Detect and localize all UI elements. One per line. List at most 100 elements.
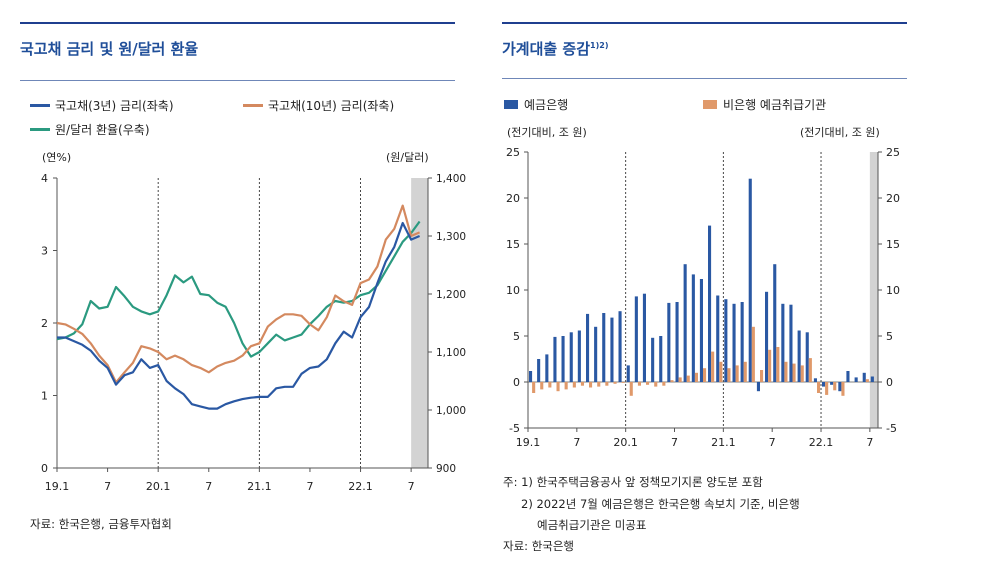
bar-bank [862,372,866,382]
bar-bank [634,296,638,382]
legend-swatch-10y [243,104,263,107]
bar-nonbank [751,326,755,382]
bar-nonbank [580,382,584,386]
left-axis-unit: (연%) [42,151,72,164]
y-left-tick-label: 10 [506,284,520,297]
y-right-tick-label: 1,100 [436,347,466,359]
right-chart-title: 가계대출 증감1)2) [502,38,608,59]
y-right-tick-label: 1,300 [436,231,466,243]
x-tick-label: 19.1 [516,436,541,449]
bar-bank [830,382,834,385]
bar-nonbank [605,382,609,386]
bar-bank [561,336,565,382]
right-axis-unit: (원/달러) [386,151,429,164]
x-tick-label: 20.1 [146,480,171,493]
bar-bank [602,313,606,382]
bar-bank [846,371,850,382]
bar-nonbank [589,382,593,388]
x-tick-label: 22.1 [348,480,373,493]
bar-nonbank [629,382,633,396]
bar-bank [699,279,703,382]
household-loan-bar-chart: -5 -5 0 0 5 5 10 10 15 15 20 20 25 25 19.1 7 20.1 7 21.1 7 2… [506,146,900,449]
series-line-fx [56,220,421,358]
bar-nonbank [776,347,780,382]
bar-bank [569,332,573,382]
bar-nonbank [808,358,812,382]
right-chart-title-sup: 1)2) [590,41,609,50]
legend-swatch-nonbank [703,100,717,109]
bar-nonbank [556,382,560,392]
bar-bank [586,313,590,382]
bar-bank [822,382,826,387]
y-right-tick-label: 1,200 [436,289,466,301]
legend-item-bank: 예금은행 [504,96,568,113]
y-right-tick-label: 0 [886,376,893,389]
bar-nonbank [800,365,804,382]
y-left-tick-label: 25 [506,146,520,159]
legend-item-10y: 국고채(10년) 금리(좌축) [243,97,394,114]
legend-item-nonbank: 비은행 예금취급기관 [703,96,826,113]
legend-label-bank: 예금은행 [524,98,569,112]
bar-bank [765,291,769,382]
bar-bank [870,376,874,382]
shaded-period [869,152,878,428]
bar-nonbank [833,382,837,391]
series-line-s3y [57,221,421,410]
y-left-tick-label: 20 [506,192,520,205]
legend-label-fx: 원/달러 환율(우축) [55,123,150,137]
right-chart-title-text: 가계대출 증감 [502,40,591,58]
bar-bank [781,303,785,382]
bar-right-axis-unit: (전기대비, 조 원) [800,126,880,139]
bar-bank [667,302,671,382]
right-title-rule [502,78,907,79]
bar-bank [529,371,533,382]
bar-bank [805,332,809,382]
bar-nonbank [719,361,723,382]
bar-bank [537,359,541,382]
bar-bank [651,337,655,382]
bar-nonbank [784,361,788,382]
shaded-period [411,178,428,468]
bar-bank [756,382,760,392]
y-left-tick-label: 15 [506,238,520,251]
x-tick-label: 20.1 [613,436,638,449]
y-right-tick-label: 15 [886,238,900,251]
x-tick-label: 7 [573,436,580,449]
bar-bank [618,311,622,382]
bar-nonbank [694,372,698,382]
legend-swatch-bank [504,100,518,109]
bar-nonbank [711,351,715,382]
x-tick-label: 7 [306,480,313,493]
bar-nonbank [825,382,829,395]
bar-bank [577,330,581,382]
legend-swatch-fx [30,128,50,131]
note-1: 주: 1) 한국주택금융공사 앞 정책모기지론 양도분 포함 [503,475,763,489]
legend-swatch-3y [30,104,50,107]
bar-nonbank [760,370,764,382]
legend-label-nonbank: 비은행 예금취급기관 [723,98,827,112]
bar-nonbank [768,349,772,382]
y-left-tick-label: 5 [513,330,520,343]
bar-bank [732,303,736,382]
bar-nonbank [686,375,690,382]
legend-item-3y: 국고채(3년) 금리(좌축) [30,97,174,114]
y-left-tick-label: 2 [41,317,48,330]
note-3: 예금취급기관은 미공표 [537,518,647,532]
y-right-tick-label: -5 [886,422,897,435]
bar-nonbank [646,382,650,385]
x-tick-label: 7 [769,436,776,449]
bar-bank [594,326,598,382]
y-left-tick-label: -5 [509,422,520,435]
y-left-tick-label: 0 [513,376,520,389]
x-tick-label: 7 [408,480,415,493]
bar-nonbank [678,377,682,382]
bar-bank [675,302,679,382]
x-tick-label: 22.1 [809,436,834,449]
bar-bank [789,304,793,382]
bar-bank [545,354,549,382]
left-title-rule [20,80,455,81]
bar-nonbank [662,382,666,386]
x-tick-label: 7 [104,480,111,493]
bar-bank [691,274,695,382]
bar-nonbank [727,368,731,382]
